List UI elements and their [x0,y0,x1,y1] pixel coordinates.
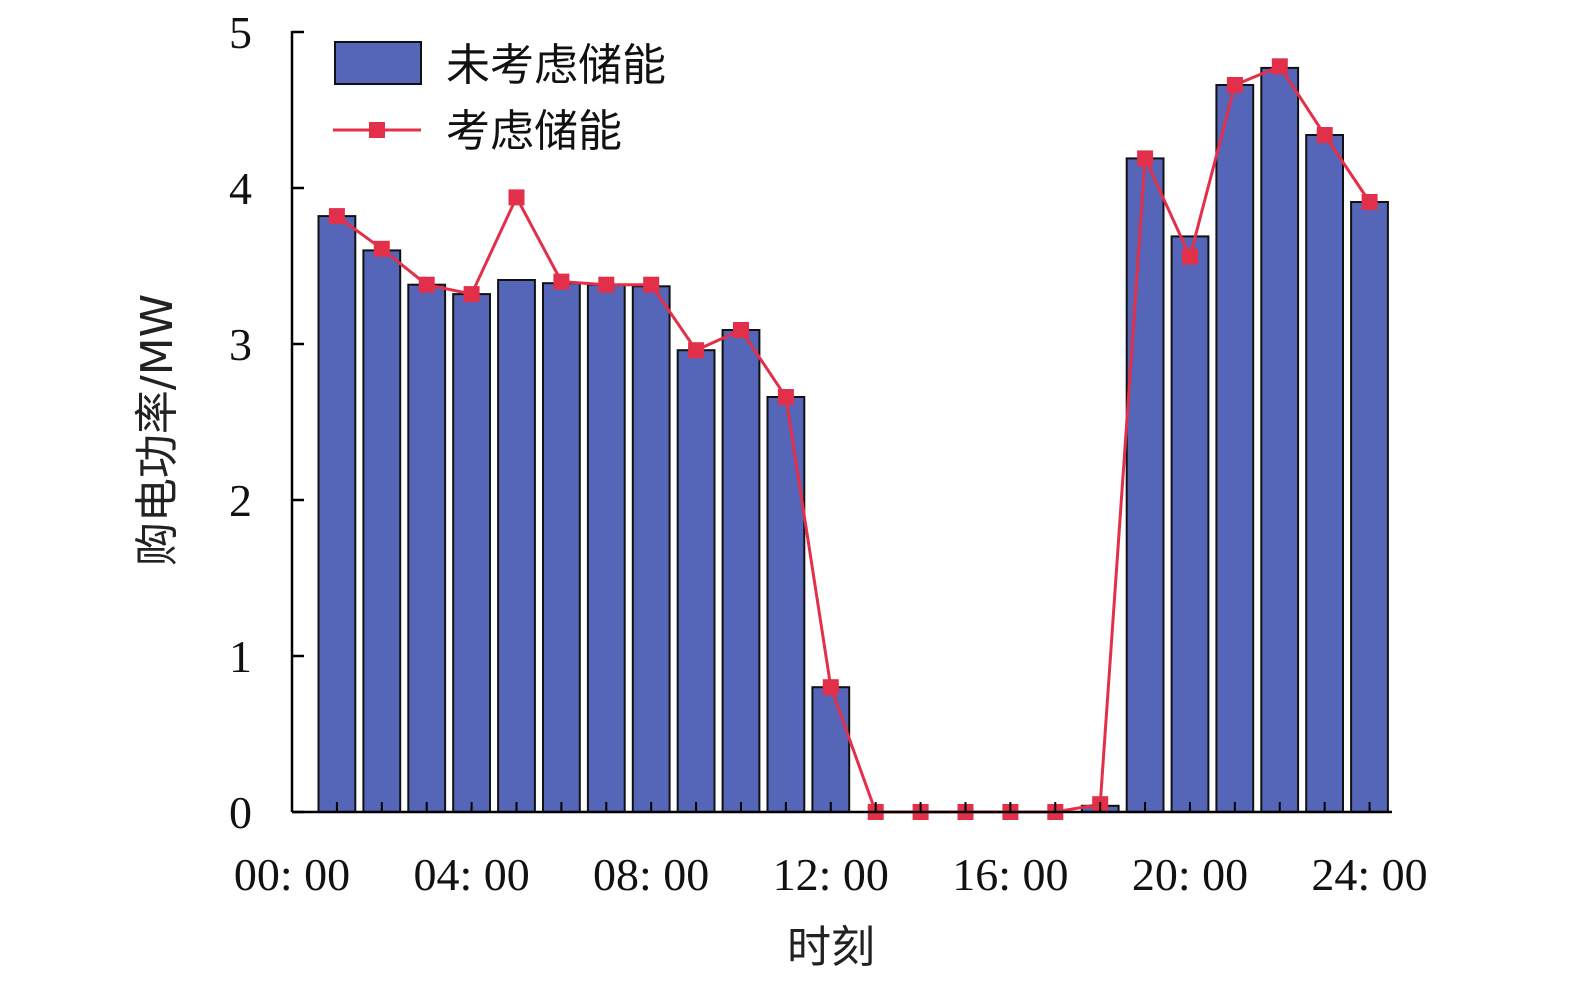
bar [317,215,357,814]
line-marker [1361,194,1378,210]
line-path [336,64,1371,814]
bar [362,249,402,813]
bar [631,285,671,813]
line-marker [1271,58,1288,75]
line-marker [598,276,615,293]
line-marker [463,286,480,303]
bar-series [317,66,1389,814]
bar [1350,201,1389,813]
y-axis-label: 购电功率/MW [132,294,183,566]
bar [452,293,492,814]
line-marker [1182,248,1198,265]
y-tick-label: 3 [229,319,252,370]
bar [811,686,851,814]
x-tick-label: 00: 00 [234,849,350,900]
legend-swatch-bar [334,41,422,85]
bar [586,283,626,813]
line-marker [508,189,525,206]
line-marker [777,389,794,405]
bar [407,283,447,813]
y-tick-label: 2 [229,475,252,526]
bar [1170,235,1210,813]
x-tick-label: 20: 00 [1132,849,1248,900]
line-marker [688,342,705,359]
bar [1305,134,1344,813]
line-marker [373,240,390,257]
axes: 0 1 2 3 4 5 00: 00 04: 00 08: 00 12: 00 16: 00 20: … [229,7,1428,900]
line-marker [1226,77,1243,93]
line-marker [1316,127,1333,143]
bar [766,396,806,813]
line-marker [822,679,839,696]
x-axis-label: 时刻 [787,922,875,973]
bar [1215,84,1255,813]
y-tick-label: 1 [229,631,252,682]
x-tick-label: 04: 00 [413,849,529,900]
line-marker [1137,150,1154,167]
bar [1125,157,1165,813]
y-tick-label: 0 [229,787,252,838]
line-marker [418,276,435,293]
legend-swatch-marker [369,122,385,138]
x-tick-label: 08: 00 [593,849,709,900]
x-tick-label: 24: 00 [1311,849,1427,900]
bar [676,349,716,813]
line-marker [328,208,345,225]
line-marker [643,276,660,293]
bar [542,282,581,813]
line-marker [553,273,570,290]
legend-label-bar: 未考虑储能 [446,40,666,91]
bar [497,279,536,813]
legend-label-line: 考虑储能 [446,106,622,157]
x-tick-label: 12: 00 [773,849,889,900]
y-tick-label: 4 [229,163,252,214]
x-tick-label: 16: 00 [952,849,1068,900]
y-tick-label: 5 [229,7,252,58]
line-marker [733,322,749,338]
bar [721,329,761,813]
bar [1260,66,1300,813]
